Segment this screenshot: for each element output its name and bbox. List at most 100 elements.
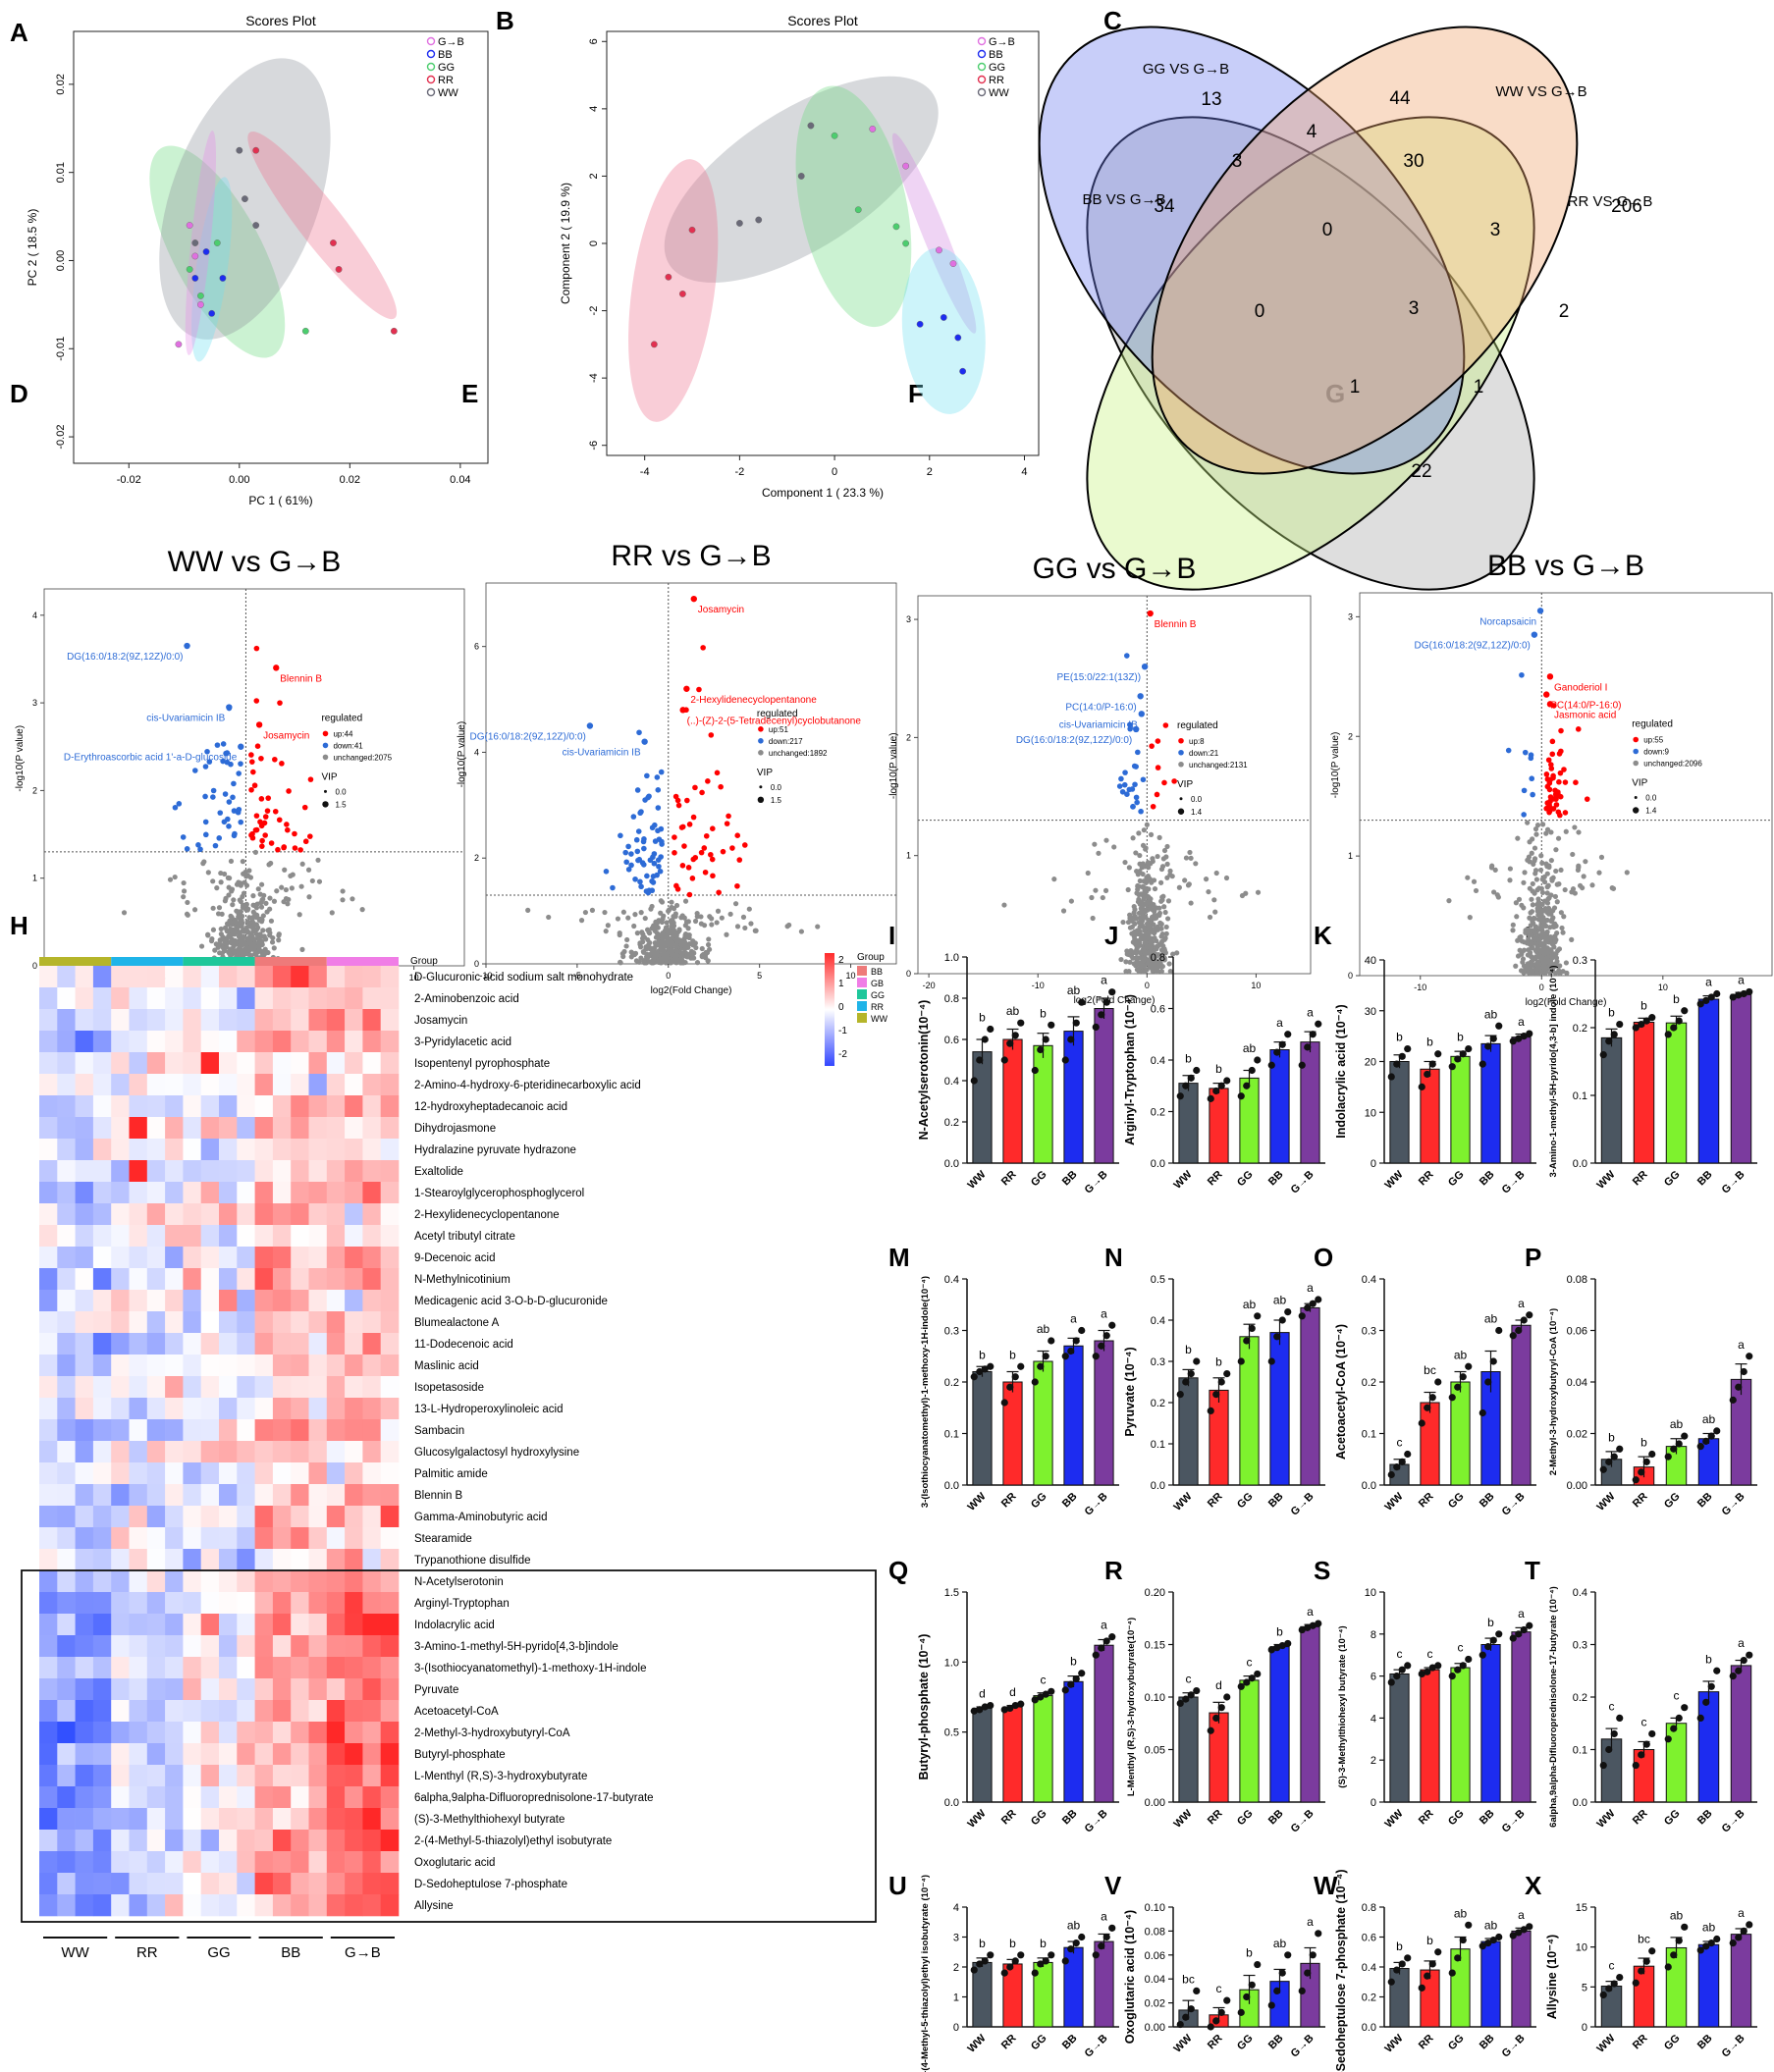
- confidence-ellipse: [149, 145, 286, 358]
- replicate-point: [1599, 1991, 1607, 1999]
- replicate-point: [970, 1707, 978, 1715]
- y-tick-label: 3: [1348, 611, 1353, 621]
- unchanged-point: [1547, 925, 1553, 930]
- heatmap-cell: [165, 1376, 184, 1399]
- heatmap-cell: [219, 1441, 238, 1463]
- unchanged-point: [672, 911, 678, 917]
- replicate-point: [1616, 1445, 1624, 1453]
- unchanged-point: [212, 947, 218, 953]
- x-category-label: WW: [1171, 1168, 1195, 1192]
- replicate-point: [1304, 1623, 1312, 1631]
- unchanged-point: [285, 901, 291, 907]
- heatmap-cell: [219, 1506, 238, 1528]
- unchanged-point: [646, 942, 652, 948]
- heatmap-row-label: (S)-3-Methylthiohexyl butyrate: [414, 1814, 564, 1826]
- unchanged-point: [681, 946, 688, 952]
- y-axis-label: 2-Methyl-3-hydroxybutyryl-CoA (10⁻⁴): [1548, 1308, 1559, 1475]
- heatmap-cell: [237, 1527, 255, 1550]
- heatmap-cell: [183, 1074, 201, 1096]
- replicate-point: [1187, 1370, 1195, 1378]
- replicate-point: [1509, 1037, 1517, 1045]
- heatmap-cell: [75, 1635, 94, 1658]
- x-category-label: RR: [999, 2033, 1019, 2052]
- legend-label: down:21: [1189, 749, 1219, 758]
- significance-letter: a: [1276, 1016, 1283, 1030]
- heatmap-cell: [380, 1355, 400, 1377]
- heatmap-cell: [200, 1419, 220, 1442]
- replicate-point: [1478, 1060, 1486, 1068]
- unchanged-point: [699, 952, 705, 959]
- heatmap-cell: [291, 966, 309, 988]
- heatmap-cell: [129, 1722, 148, 1744]
- heatmap-cell: [146, 1311, 166, 1334]
- heatmap-cell: [200, 1657, 220, 1679]
- heatmap-cell: [129, 1765, 148, 1787]
- y-tick-label: 0.4: [1573, 1587, 1587, 1599]
- unchanged-point: [1213, 870, 1219, 877]
- y-tick-label: 0.1: [944, 1429, 959, 1441]
- heatmap-row-label: 2-Methyl-3-hydroxybutyryl-CoA: [414, 1727, 570, 1739]
- heatmap-cell: [111, 1873, 130, 1895]
- x-category-label: BB: [1695, 1808, 1715, 1828]
- labeled-point: [1133, 725, 1140, 733]
- y-axis-label: D-Sedoheptulose 7-phosphate (10⁻⁴): [1334, 1869, 1348, 2072]
- heatmap-cell: [129, 1851, 148, 1874]
- unchanged-point: [632, 912, 638, 918]
- replicate-point: [1489, 1936, 1497, 1944]
- replicate-point: [1393, 1673, 1401, 1680]
- heatmap-cell: [111, 1527, 130, 1550]
- unchanged-point: [694, 960, 701, 966]
- up-regulated-point: [681, 843, 687, 849]
- replicate-point: [1599, 1051, 1607, 1059]
- legend-title: regulated: [321, 713, 362, 723]
- heatmap-cell: [272, 1873, 292, 1895]
- bar: [1480, 1644, 1501, 1803]
- x-tick-label: 4: [1021, 466, 1027, 478]
- unchanged-point: [1127, 925, 1134, 930]
- unchanged-point: [1163, 924, 1169, 930]
- unchanged-point: [669, 939, 675, 945]
- heatmap-cell: [308, 1290, 328, 1312]
- x-axis-label: log2(Fold Change): [651, 985, 732, 996]
- heatmap-cell: [362, 1376, 381, 1399]
- heatmap-cell: [75, 1031, 94, 1053]
- unchanged-point: [1120, 919, 1126, 926]
- replicate-point: [1284, 1308, 1292, 1316]
- heatmap-cell: [272, 1657, 292, 1679]
- unchanged-point: [1540, 822, 1546, 827]
- legend-label: up:44: [333, 729, 353, 738]
- heatmap-cell: [39, 1700, 58, 1723]
- heatmap-cell: [111, 1678, 130, 1701]
- heatmap-cell: [111, 1419, 130, 1442]
- down-regulated-point: [647, 857, 654, 864]
- heatmap-cell: [380, 1203, 400, 1226]
- up-regulated-point: [268, 840, 275, 846]
- unchanged-point: [665, 936, 671, 943]
- x-category-label: GG: [1446, 1169, 1467, 1190]
- data-point: [197, 300, 204, 308]
- unchanged-point: [181, 888, 188, 894]
- legend-label: WW: [438, 87, 458, 99]
- heatmap-cell: [219, 1095, 238, 1118]
- heatmap-cell: [272, 1225, 292, 1248]
- replicate-point: [1707, 1682, 1715, 1690]
- heatmap-cell: [57, 1117, 76, 1140]
- heatmap-cell: [183, 1139, 201, 1161]
- heatmap-cell: [39, 1549, 58, 1571]
- heatmap-cell: [272, 1786, 292, 1809]
- heatmap-cell: [75, 1182, 94, 1204]
- heatmap-cell: [219, 1851, 238, 1874]
- down-regulated-point: [226, 823, 232, 829]
- heatmap-cell: [146, 1700, 166, 1723]
- heatmap-cell: [183, 1873, 201, 1895]
- unchanged-point: [1158, 866, 1165, 873]
- y-axis-label: Butyryl-phosphate (10⁻⁴): [917, 1634, 931, 1780]
- replicate-point: [1632, 1761, 1640, 1770]
- replicate-point: [1424, 1070, 1431, 1079]
- heatmap-cell: [326, 1830, 346, 1852]
- heatmap-cell: [237, 1894, 255, 1917]
- heatmap-cell: [345, 1614, 363, 1636]
- unchanged-point: [1143, 846, 1149, 852]
- heatmap-cell: [39, 1484, 58, 1507]
- heatmap-cell: [57, 1743, 76, 1766]
